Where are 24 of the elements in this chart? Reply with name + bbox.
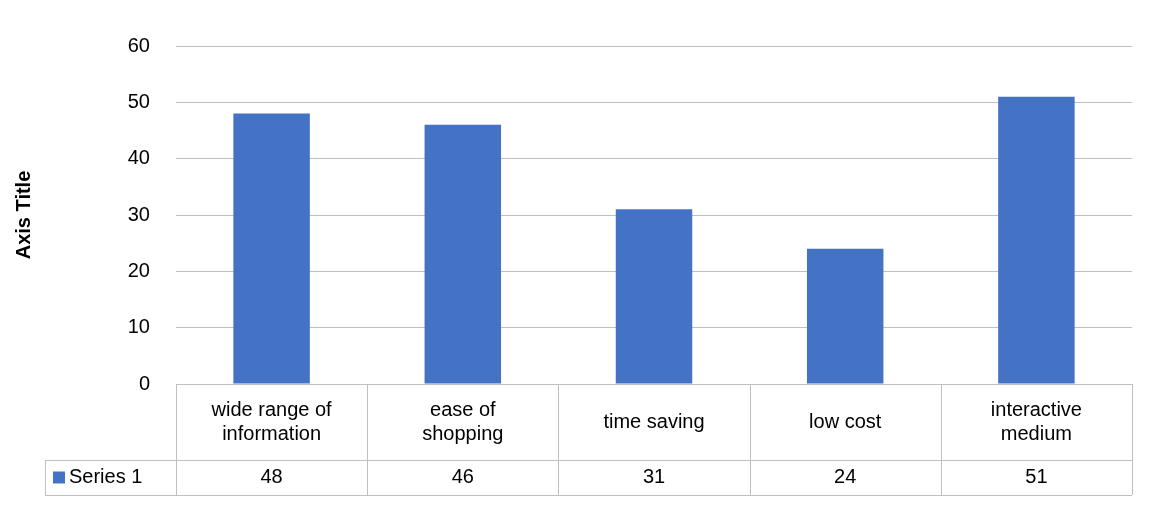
x-tick-label: ease of shopping — [422, 397, 504, 444]
y-tick-label: 60 — [127, 33, 150, 56]
bar — [233, 113, 310, 384]
bar — [998, 96, 1075, 384]
y-tick-label: 0 — [138, 371, 150, 394]
y-axis-title: Axis Title — [11, 170, 34, 260]
data-label: 46 — [451, 465, 474, 488]
y-tick-label: 40 — [127, 146, 150, 169]
bar — [615, 209, 693, 384]
legend-label: Series 1 — [69, 465, 143, 488]
y-tick-label: 30 — [127, 202, 150, 225]
data-label: 48 — [260, 465, 283, 488]
data-label: 31 — [642, 465, 666, 488]
data-label: 24 — [834, 465, 857, 488]
data-label: 51 — [1025, 465, 1048, 488]
bar — [424, 124, 502, 384]
y-tick-label: 10 — [127, 315, 150, 338]
x-tick-label: time saving — [603, 409, 705, 432]
x-tick-label: interactive medium — [990, 397, 1082, 444]
bar — [806, 248, 884, 384]
y-tick-label: 50 — [127, 89, 150, 112]
x-tick-label: wide range of information — [210, 397, 333, 444]
x-tick-label: low cost — [809, 409, 882, 432]
y-tick-label: 20 — [127, 258, 150, 281]
